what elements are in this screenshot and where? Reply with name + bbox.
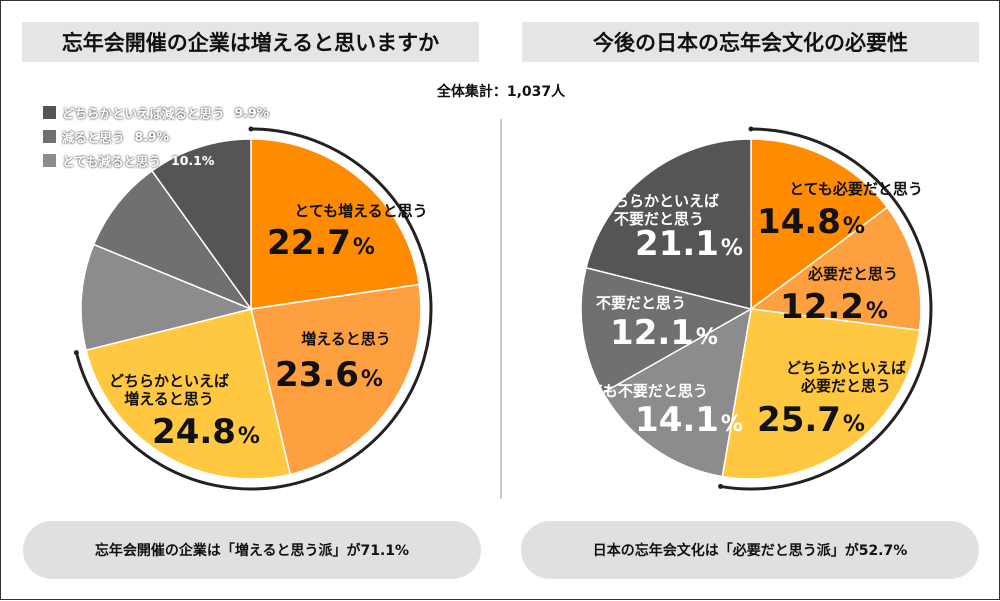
slice-value-label: 12.1% [610,313,718,353]
center-divider [500,119,502,499]
legend-item: 減ると思う 8.9% [43,124,269,148]
legend-swatch [43,129,56,143]
legend-item: とても減ると思う 10.1% [43,148,269,172]
slice-value-label: 14.8% [757,202,865,242]
legend-value: 9.9% [234,104,270,120]
highlight-arc-end [248,126,254,132]
slice-value-label: 23.6% [275,355,383,395]
pie-slice [85,308,292,480]
highlight-arc-end [718,483,724,489]
slice-name-label: 必要だと思う [807,265,898,283]
slice-name-label: どちらかといえば増えると思う [109,372,229,408]
pie-slice [721,308,921,480]
left-summary-pill: 忘年会開催の企業は「増えると思う派」が71.1% [23,521,481,579]
slice-name-label: とても不要だと思う [574,382,708,400]
pie-slice [585,138,752,310]
pie-slice [602,307,753,478]
slice-value-label: 24.8% [152,412,260,452]
legend-item: どちらかといえば減ると思う 9.9% [43,100,269,124]
slice-name-label: 増えると思う [301,330,391,348]
legend-swatch [43,153,56,167]
pie-slice [749,206,922,332]
pie-slice [750,138,889,311]
highlight-arc-end [73,350,79,356]
legend-label: どちらかといえば減ると思う [62,105,225,121]
legend-value: 10.1% [171,152,215,168]
slice-name-label: とても増えると思う [294,202,427,220]
slice-name-label: とても必要だと思う [789,180,923,198]
legend-label: 減ると思う [62,129,125,145]
legend-swatch [43,105,56,119]
legend-label: とても減ると思う [62,153,162,169]
highlight-arc-end [748,126,754,132]
pie-slice [80,243,254,352]
pie-slice [250,283,422,476]
highlight-arc [720,127,933,491]
slice-name-label: どちらかといえば必要だと思う [786,359,906,395]
left-chart-legend: どちらかといえば減ると思う 9.9% 減ると思う 8.9% とても減ると思う 1… [43,100,269,172]
pie-slice [250,138,421,310]
pie-slice [150,138,252,312]
right-summary-pill: 日本の忘年会文化は「必要だと思う派」が52.7% [521,521,979,579]
slice-value-label: 14.1% [635,400,743,440]
slice-value-label: 21.1% [635,224,743,264]
slice-value-label: 22.7% [267,223,375,263]
slice-value-label: 25.7% [757,400,865,440]
highlight-arc [74,127,433,491]
right-chart-title: 今後の日本の忘年会文化の必要性 [522,22,979,62]
left-chart-title: 忘年会開催の企業は増えると思いますか [22,22,479,62]
slice-name-label: どちらかといえば不要だと思う [599,192,719,228]
pie-slice [92,169,254,311]
total-respondents: 全体集計：1,037人 [436,84,566,100]
slice-name-label: 不要だと思う [596,294,686,312]
slice-value-label: 12.2% [780,287,888,327]
legend-value: 8.9% [134,128,170,144]
